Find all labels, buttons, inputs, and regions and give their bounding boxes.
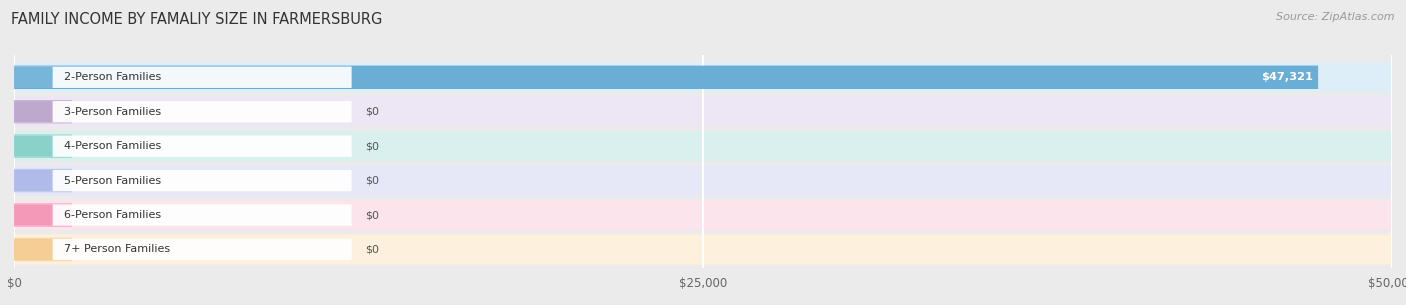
FancyBboxPatch shape bbox=[14, 101, 352, 122]
Text: $47,321: $47,321 bbox=[1261, 72, 1313, 82]
Text: 3-Person Families: 3-Person Families bbox=[63, 107, 160, 117]
Text: 5-Person Families: 5-Person Families bbox=[63, 176, 160, 185]
FancyBboxPatch shape bbox=[14, 239, 352, 260]
Text: $0: $0 bbox=[366, 176, 380, 185]
FancyBboxPatch shape bbox=[14, 66, 52, 88]
FancyBboxPatch shape bbox=[14, 131, 1392, 161]
FancyBboxPatch shape bbox=[14, 170, 52, 191]
Text: $0: $0 bbox=[366, 210, 380, 220]
Text: $0: $0 bbox=[366, 245, 380, 254]
FancyBboxPatch shape bbox=[14, 203, 72, 227]
Text: 4-Person Families: 4-Person Families bbox=[63, 141, 160, 151]
FancyBboxPatch shape bbox=[14, 100, 72, 124]
FancyBboxPatch shape bbox=[14, 238, 72, 261]
FancyBboxPatch shape bbox=[14, 239, 52, 260]
Text: FAMILY INCOME BY FAMALIY SIZE IN FARMERSBURG: FAMILY INCOME BY FAMALIY SIZE IN FARMERS… bbox=[11, 12, 382, 27]
FancyBboxPatch shape bbox=[14, 66, 352, 88]
Text: Source: ZipAtlas.com: Source: ZipAtlas.com bbox=[1277, 12, 1395, 22]
FancyBboxPatch shape bbox=[14, 200, 1392, 230]
Text: $0: $0 bbox=[366, 141, 380, 151]
Text: 7+ Person Families: 7+ Person Families bbox=[63, 245, 170, 254]
FancyBboxPatch shape bbox=[14, 101, 52, 122]
FancyBboxPatch shape bbox=[14, 135, 52, 157]
FancyBboxPatch shape bbox=[14, 97, 1392, 127]
FancyBboxPatch shape bbox=[14, 204, 52, 226]
FancyBboxPatch shape bbox=[14, 204, 352, 226]
Text: 6-Person Families: 6-Person Families bbox=[63, 210, 160, 220]
FancyBboxPatch shape bbox=[14, 62, 1392, 92]
Text: 2-Person Families: 2-Person Families bbox=[63, 72, 160, 82]
FancyBboxPatch shape bbox=[14, 66, 1317, 89]
FancyBboxPatch shape bbox=[14, 135, 72, 158]
FancyBboxPatch shape bbox=[14, 165, 1392, 196]
FancyBboxPatch shape bbox=[14, 135, 352, 157]
FancyBboxPatch shape bbox=[14, 169, 72, 192]
FancyBboxPatch shape bbox=[14, 170, 352, 191]
Text: $0: $0 bbox=[366, 107, 380, 117]
FancyBboxPatch shape bbox=[14, 234, 1392, 265]
